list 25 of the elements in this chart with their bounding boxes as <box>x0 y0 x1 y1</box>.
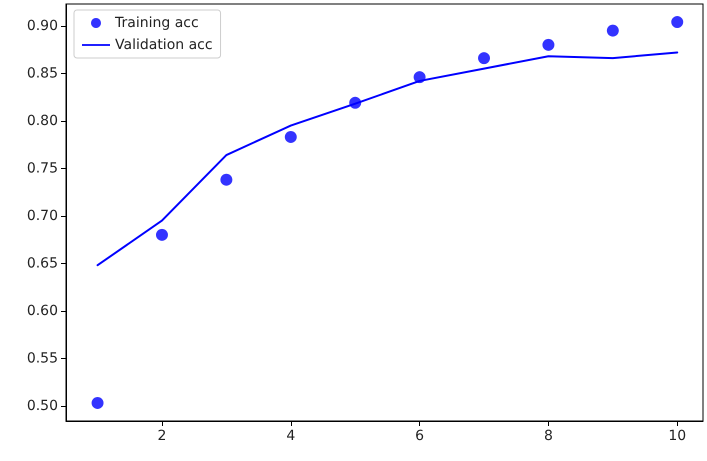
y-tick-label: 0.55 <box>26 350 58 366</box>
y-tick-label: 0.60 <box>26 302 58 319</box>
line-series <box>96 51 678 266</box>
y-tick-label: 0.70 <box>26 208 58 224</box>
legend-label: Training acc <box>114 15 199 31</box>
y-tick-label: 0.65 <box>26 255 58 272</box>
point <box>92 396 104 409</box>
x-tick-label: 8 <box>544 428 553 444</box>
y-tick-label: 0.75 <box>26 160 58 176</box>
x-tick-label: 4 <box>286 428 296 444</box>
point <box>606 24 619 37</box>
y-tick-label: 0.50 <box>26 398 58 414</box>
x-tick-label: 10 <box>668 428 686 444</box>
y-tick-label: 0.85 <box>26 65 58 82</box>
y-tick-label: 0.90 <box>26 18 58 34</box>
y-tick-label: 0.80 <box>26 112 58 129</box>
point <box>478 52 490 64</box>
point <box>284 130 297 143</box>
point <box>220 174 232 186</box>
point <box>542 38 554 51</box>
point <box>671 16 684 28</box>
x-tick-label: 6 <box>415 428 424 444</box>
legend-label: Validation acc <box>115 37 213 53</box>
x-tick-label: 2 <box>158 428 166 444</box>
point <box>156 228 168 241</box>
